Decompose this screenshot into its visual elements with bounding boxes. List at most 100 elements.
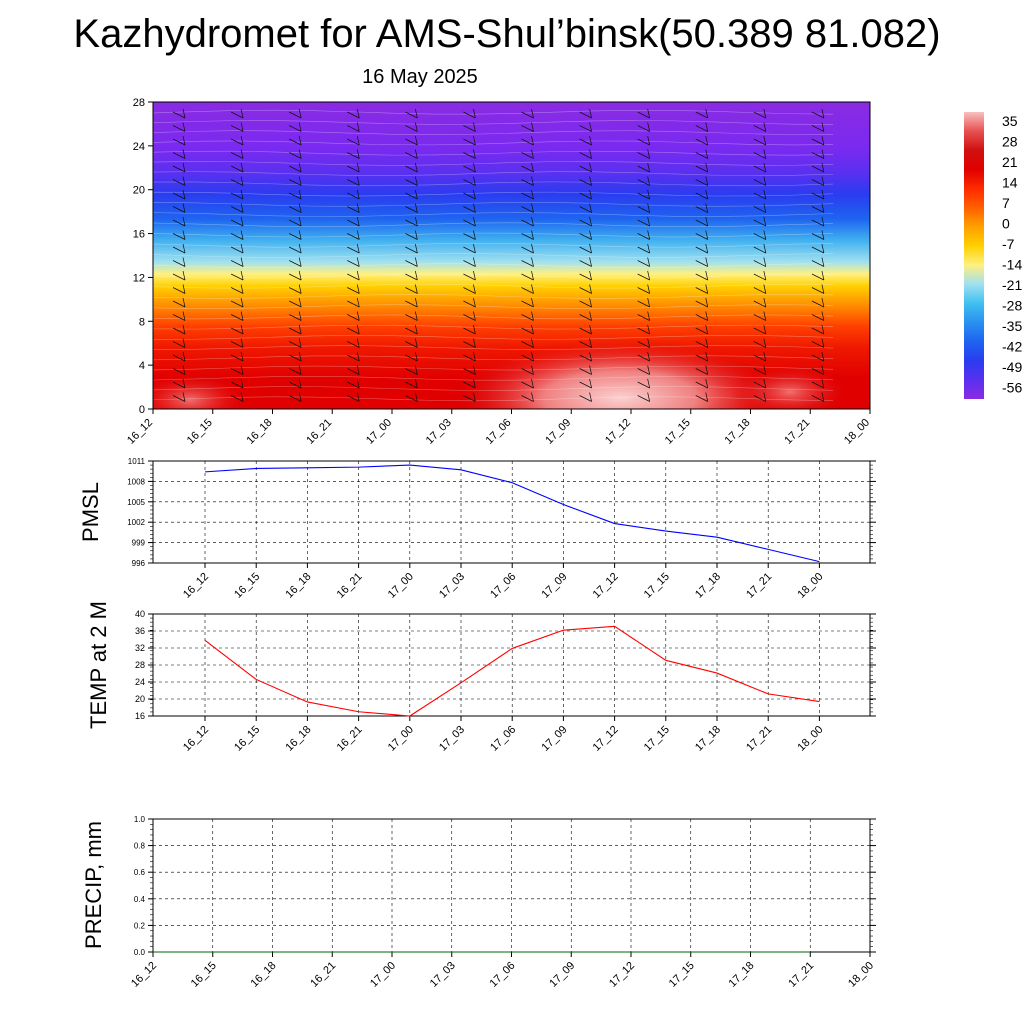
y-tick-label: 40 [135,609,145,619]
wind-barb-feather [356,230,360,240]
wind-barb-feather [240,311,244,321]
wind-barb [289,341,302,348]
wind-barb-feather [647,243,651,254]
wind-barb-feather [356,257,360,267]
panel-frame [152,613,871,717]
wind-barb-feather [473,311,476,321]
wind-barb-feather [473,324,476,335]
wind-barb [695,300,708,308]
wind-barb-feather [589,135,592,146]
wind-barb [521,300,534,308]
wind-barb-feather [356,243,360,254]
x-tick-label: 17_15 [642,571,672,601]
heat-patch [730,364,850,409]
wind-barb [695,368,708,375]
wind-barb [405,219,418,227]
wind-barb [405,152,418,159]
wind-barb-feather [473,216,476,227]
wind-barb [695,287,708,294]
wind-barb [579,111,592,119]
wind-barb [463,192,476,200]
wind-barb-feather [298,297,302,308]
wind-barb-feather [356,176,360,186]
y-tick-label: 996 [132,559,146,568]
wind-barb-feather [240,297,244,308]
wind-barb [695,381,708,389]
wind-barb [579,219,592,227]
wind-barb-feather [473,122,476,132]
wind-barb-feather [356,270,360,281]
wind-barb-feather [414,257,418,267]
wind-barb-feather [821,216,825,227]
wind-barb [405,125,418,132]
wind-barb [579,327,592,335]
contour-line [153,273,834,279]
wind-barb [811,192,825,200]
wind-barb-feather [705,284,709,294]
wind-barb [753,179,766,186]
y-tick-label: 0.4 [134,895,146,904]
wind-barb [230,354,244,362]
wind-barb [695,179,708,186]
x-tick-label: 17_03 [428,960,458,990]
x-tick-label: 16_15 [189,960,219,990]
wind-barb-feather [414,351,418,362]
wind-barb-feather [298,216,302,227]
x-tick-label: 17_00 [386,724,416,754]
wind-barb [172,233,186,240]
wind-barb-feather [705,378,709,389]
heat-patch [153,372,250,409]
wind-barb-feather [589,243,592,254]
wind-barb [753,395,766,402]
wind-barb-feather [182,338,186,348]
x-tick-label: 17_21 [782,417,812,447]
wind-barb [695,219,708,227]
wind-barb [347,165,360,173]
x-tick-label: 17_12 [607,960,637,990]
wind-barb [637,354,650,362]
x-tick-label: 16_15 [185,417,215,447]
wind-barb [405,327,418,335]
wind-barb-feather [705,162,709,173]
wind-barb [463,260,476,267]
wind-barb-feather [182,122,186,132]
wind-barb [289,287,302,294]
wind-barb [695,125,708,132]
wind-barb-feather [647,203,651,213]
wind-barb-feather [705,311,709,321]
wind-barb-feather [763,243,767,254]
wind-barb-feather [356,365,360,375]
wind-barb-feather [473,230,476,240]
wind-barb-feather [298,351,302,362]
wind-barb-feather [821,108,825,119]
wind-barb [521,165,534,173]
wind-barb [811,300,825,308]
wind-barb-feather [705,365,709,375]
wind-barb-feather [531,243,534,254]
wind-barb [521,327,534,335]
wind-barb [172,179,186,186]
wind-barb-feather [182,324,186,335]
y-tick-label: 0 [139,404,145,416]
wind-barb-feather [763,392,767,402]
colorbar-label: -35 [1002,318,1022,334]
y-tick-label: 20 [135,694,145,704]
wind-barb [463,354,476,362]
wind-barb [463,381,476,389]
contour-line [153,324,834,330]
y-tick-label: 24 [133,141,145,153]
wind-barb-feather [647,257,651,267]
wind-barb-feather [763,324,767,335]
wind-barb [172,111,186,119]
wind-barb [811,152,825,159]
wind-barb-feather [182,162,186,173]
wind-barb [811,219,825,227]
colorbar-label: -14 [1002,256,1022,272]
wind-barb-feather [821,203,825,213]
wind-barb-feather [298,338,302,348]
wind-barb [405,300,418,308]
wind-barb-feather [647,311,651,321]
wind-barb-feather [240,162,244,173]
wind-barb-feather [589,297,592,308]
